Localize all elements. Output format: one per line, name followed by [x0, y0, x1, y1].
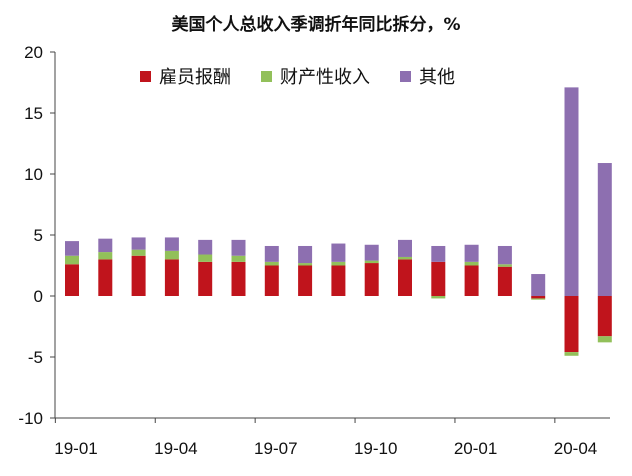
bar-segment	[231, 255, 246, 262]
legend-label-compensation: 雇员报酬	[159, 67, 231, 88]
legend-swatch-other	[400, 70, 411, 82]
y-tick-label: 0	[34, 287, 43, 306]
bar-segment	[597, 336, 612, 343]
bar-segment	[231, 239, 246, 256]
bar-segment	[264, 245, 279, 262]
bar-segment	[264, 261, 279, 266]
bar-segment	[164, 259, 179, 296]
y-tick-label: 10	[24, 165, 43, 184]
legend-item-property-income: 财产性收入	[261, 63, 370, 89]
bar-segment	[597, 163, 612, 296]
bar-segment	[264, 265, 279, 296]
bar-segment	[65, 264, 79, 296]
bar-segment	[231, 261, 246, 296]
bar-segment	[531, 296, 546, 299]
bar-segment	[464, 265, 479, 296]
y-tick-label: 15	[24, 104, 43, 123]
y-tick-label: 20	[24, 43, 43, 62]
bar-segment	[298, 245, 313, 264]
bar-segment	[531, 298, 546, 300]
legend: 雇员报酬 财产性收入 其他	[140, 63, 455, 89]
bar-segment	[564, 87, 579, 296]
x-tick-label: 19-04	[154, 439, 197, 458]
bar-segment	[431, 296, 446, 299]
legend-swatch-compensation	[140, 70, 151, 82]
bar-segment	[564, 296, 579, 353]
bar-segment	[198, 261, 213, 296]
bar-segment	[198, 254, 213, 262]
bar-segment	[464, 261, 479, 266]
bar-segment	[398, 256, 412, 260]
x-tick-label: 19-01	[54, 439, 97, 458]
bar-segment	[564, 352, 579, 356]
legend-swatch-property-income	[261, 70, 272, 82]
y-tick-label: -5	[28, 348, 43, 367]
x-tick-label: 19-10	[354, 439, 397, 458]
bar-segment	[131, 255, 146, 296]
legend-label-property-income: 财产性收入	[280, 67, 370, 88]
x-tick-label: 19-07	[254, 439, 297, 458]
bar-segment	[164, 250, 179, 260]
legend-label-other: 其他	[419, 67, 455, 88]
bar-segment	[398, 239, 412, 257]
y-tick-label: -10	[18, 409, 43, 428]
bar-segment	[364, 260, 379, 264]
x-tick-label: 20-01	[454, 439, 497, 458]
bar-segment	[131, 237, 146, 250]
bar-segment	[331, 265, 346, 296]
bar-segment	[431, 261, 446, 296]
bar-segment	[497, 245, 512, 265]
bar-segment	[398, 259, 412, 296]
bar-segment	[431, 245, 446, 262]
bar-segment	[98, 252, 113, 260]
bar-segment	[331, 261, 346, 266]
bar-segment	[65, 241, 79, 256]
legend-item-compensation: 雇员报酬	[140, 63, 231, 89]
bar-segment	[531, 274, 546, 296]
bar-segment	[98, 238, 113, 253]
bar-segment	[364, 263, 379, 296]
bar-segment	[464, 244, 479, 262]
bar-segment	[164, 237, 179, 251]
bar-segment	[298, 265, 313, 296]
chart-title: 美国个人总收入季调折年同比拆分，%	[171, 15, 461, 35]
bar-segment	[198, 239, 213, 255]
bar-segment	[98, 259, 113, 296]
y-tick-label: 5	[34, 226, 43, 245]
bar-segment	[497, 266, 512, 296]
bar-segment	[65, 255, 79, 265]
x-tick-label: 20-04	[554, 439, 597, 458]
bar-segment	[497, 264, 512, 267]
legend-item-other: 其他	[400, 63, 455, 89]
bar-segment	[364, 244, 379, 261]
bar-segment	[131, 249, 146, 256]
bar-segment	[331, 243, 346, 262]
bar-segment	[597, 296, 612, 337]
bar-segment	[298, 263, 313, 266]
